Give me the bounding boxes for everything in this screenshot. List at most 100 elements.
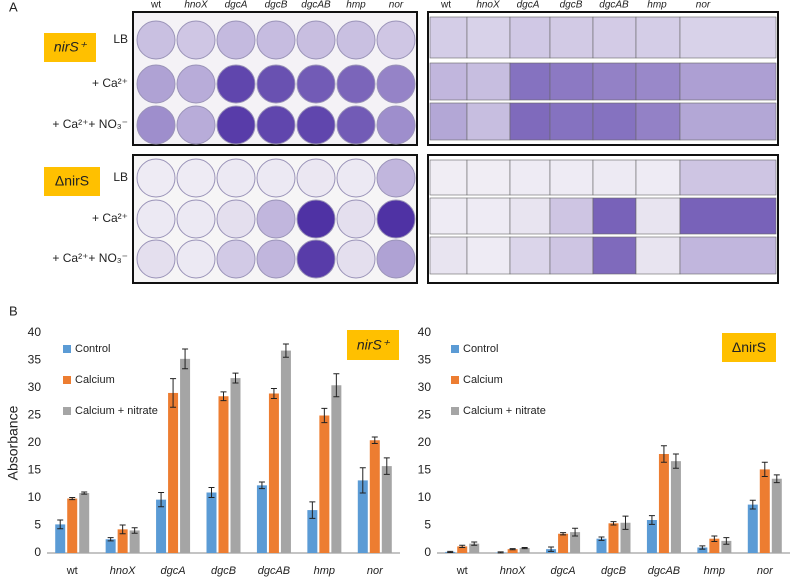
- error-bar: [471, 541, 478, 546]
- y-tick-label: 20: [28, 435, 42, 449]
- x-tick-label: dgcB: [211, 565, 236, 577]
- bar: [218, 396, 229, 553]
- well: [176, 64, 216, 104]
- panel-label: B: [9, 303, 18, 318]
- well: [256, 239, 296, 279]
- error-bar: [119, 524, 126, 535]
- tube-strip: [429, 197, 468, 235]
- error-bar: [208, 487, 215, 498]
- bar: [369, 440, 380, 553]
- legend-swatch: [63, 407, 71, 415]
- legend-swatch: [451, 407, 459, 415]
- tube-strip: [509, 236, 551, 275]
- legend-swatch: [63, 376, 71, 384]
- y-tick-label: 5: [424, 518, 431, 532]
- error-bar: [773, 474, 780, 484]
- column-label: hmp: [346, 0, 366, 11]
- bar: [168, 392, 179, 553]
- error-bar: [672, 453, 679, 469]
- x-tick-label: hmp: [704, 565, 725, 577]
- error-bar: [270, 388, 277, 399]
- bar: [558, 533, 569, 553]
- tube-strip: [635, 159, 681, 196]
- bar: [709, 538, 720, 553]
- x-tick-label: nor: [367, 565, 384, 577]
- column-label: dgcB: [560, 0, 583, 11]
- well: [296, 105, 336, 145]
- bar: [67, 498, 78, 553]
- error-bar: [170, 378, 177, 408]
- bar: [230, 378, 241, 553]
- y-tick-label: 0: [424, 545, 431, 559]
- well: [336, 158, 376, 198]
- error-bar: [57, 519, 64, 530]
- error-bar: [321, 407, 328, 424]
- y-axis-label: Absorbance: [5, 405, 21, 480]
- bar: [658, 454, 669, 553]
- column-label: dgcAB: [301, 0, 331, 11]
- well: [216, 158, 256, 198]
- well: [216, 199, 256, 239]
- error-bar: [258, 481, 265, 490]
- tube-strip: [549, 197, 594, 235]
- well: [176, 158, 216, 198]
- tube-strip: [509, 16, 551, 59]
- well: [256, 20, 296, 60]
- row-label: LB: [113, 32, 128, 46]
- well: [136, 20, 176, 60]
- well: [336, 239, 376, 279]
- tube-strip: [509, 197, 551, 235]
- tube-strip: [592, 197, 637, 235]
- error-bar: [81, 491, 88, 495]
- tube-strip: [429, 16, 468, 59]
- bar: [206, 492, 217, 553]
- tube-strip: [429, 159, 468, 196]
- error-bar: [761, 461, 768, 478]
- row-label: + Ca²⁺: [92, 211, 128, 225]
- well: [176, 239, 216, 279]
- chart-title: ΔnirS: [732, 339, 766, 355]
- error-bar: [598, 536, 605, 541]
- error-bar: [107, 537, 114, 542]
- error-bar: [158, 492, 165, 508]
- x-tick-label: hmp: [314, 565, 335, 577]
- error-bar: [309, 501, 316, 519]
- legend-label: Calcium: [463, 374, 503, 386]
- error-bar: [371, 436, 378, 445]
- column-label: hnoX: [476, 0, 500, 11]
- tube-strip: [466, 16, 511, 59]
- bar: [771, 478, 782, 553]
- column-label: hnoX: [184, 0, 208, 11]
- tube-strip: [549, 16, 594, 59]
- well: [376, 158, 416, 198]
- column-label: hmp: [647, 0, 667, 11]
- y-tick-label: 20: [418, 435, 432, 449]
- y-tick-label: 25: [418, 408, 432, 422]
- column-label: nor: [696, 0, 711, 11]
- well: [256, 64, 296, 104]
- error-bar: [699, 545, 706, 550]
- error-bar: [497, 551, 504, 554]
- well: [376, 20, 416, 60]
- error-bar: [711, 535, 718, 542]
- tube-strip: [509, 159, 551, 196]
- x-tick-label: dgcAB: [258, 565, 290, 577]
- x-tick-label: hnoX: [110, 565, 136, 577]
- x-tick-label: wt: [66, 565, 78, 577]
- y-tick-label: 40: [418, 325, 432, 339]
- panel-label: A: [9, 0, 18, 14]
- y-tick-label: 25: [28, 408, 42, 422]
- bar: [357, 480, 368, 553]
- legend-swatch: [63, 345, 71, 353]
- column-label: wt: [440, 0, 451, 11]
- tube-strip: [549, 102, 594, 141]
- error-bar: [560, 532, 567, 536]
- bar: [747, 504, 758, 553]
- title-badge: [347, 330, 399, 360]
- tube-strip: [635, 102, 681, 141]
- tube-strip: [592, 16, 637, 59]
- well: [296, 239, 336, 279]
- row-label: LB: [113, 170, 128, 184]
- bar: [646, 520, 657, 553]
- legend-label: Calcium + nitrate: [75, 405, 158, 417]
